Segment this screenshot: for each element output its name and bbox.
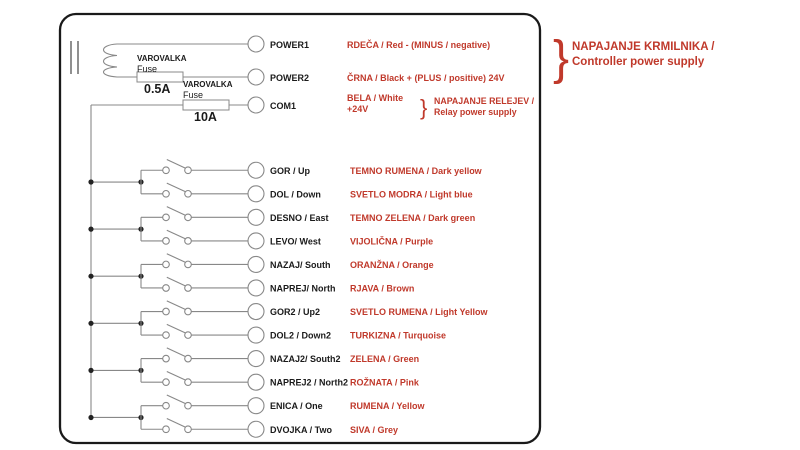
- svg-text:ENICA / One: ENICA / One: [270, 401, 323, 411]
- svg-text:NAZAJ2/ South2: NAZAJ2/ South2: [270, 354, 341, 364]
- svg-text:VIJOLIČNA / Purple: VIJOLIČNA / Purple: [350, 235, 433, 246]
- svg-text:NAPREJ2 / North2: NAPREJ2 / North2: [270, 378, 348, 388]
- svg-text:GOR2 / Up2: GOR2 / Up2: [270, 307, 320, 317]
- svg-text:DESNO / East: DESNO / East: [270, 213, 329, 223]
- svg-text:DOL2 / Down2: DOL2 / Down2: [270, 331, 331, 341]
- svg-text:DOL / Down: DOL / Down: [270, 189, 321, 199]
- svg-text:VAROVALKA: VAROVALKA: [183, 80, 233, 89]
- svg-text:POWER2: POWER2: [270, 73, 309, 83]
- svg-text:DVOJKA / Two: DVOJKA / Two: [270, 425, 333, 435]
- svg-text:ROŽNATA / Pink: ROŽNATA / Pink: [350, 377, 420, 388]
- svg-text:SVETLO RUMENA / Light Yellow: SVETLO RUMENA / Light Yellow: [350, 307, 489, 317]
- svg-text:}: }: [420, 95, 427, 120]
- svg-text:Fuse: Fuse: [137, 64, 157, 74]
- svg-text:POWER1: POWER1: [270, 40, 309, 50]
- svg-text:NAPAJANJE RELEJEV /: NAPAJANJE RELEJEV /: [434, 96, 535, 106]
- svg-text:NAPAJANJE KRMILNIKA /: NAPAJANJE KRMILNIKA /: [572, 41, 715, 53]
- svg-text:COM1: COM1: [270, 101, 296, 111]
- svg-text:0.5A: 0.5A: [144, 82, 170, 96]
- svg-text:ORANŽNA / Orange: ORANŽNA / Orange: [350, 259, 434, 270]
- svg-text:NAZAJ/ South: NAZAJ/ South: [270, 260, 331, 270]
- svg-text:10A: 10A: [194, 110, 217, 124]
- svg-text:TURKIZNA / Turquoise: TURKIZNA / Turquoise: [350, 331, 446, 341]
- svg-text:RJAVA / Brown: RJAVA / Brown: [350, 283, 414, 293]
- svg-text:Fuse: Fuse: [183, 90, 203, 100]
- svg-text:BELA / White: BELA / White: [347, 93, 403, 103]
- svg-text:GOR / Up: GOR / Up: [270, 166, 311, 176]
- svg-text:SIVA / Grey: SIVA / Grey: [350, 425, 398, 435]
- svg-text:+24V: +24V: [347, 104, 368, 114]
- svg-text:TEMNO ZELENA / Dark green: TEMNO ZELENA / Dark green: [350, 213, 475, 223]
- svg-text:ČRNA / Black + (PLUS / positi: ČRNA / Black + (PLUS / positive) 24V: [347, 72, 504, 83]
- svg-text:}: }: [553, 32, 569, 85]
- svg-text:NAPREJ/ North: NAPREJ/ North: [270, 283, 336, 293]
- svg-text:Controller power supply: Controller power supply: [572, 56, 705, 68]
- svg-text:TEMNO RUMENA / Dark yellow: TEMNO RUMENA / Dark yellow: [350, 166, 483, 176]
- svg-text:ZELENA / Green: ZELENA / Green: [350, 354, 419, 364]
- svg-text:SVETLO MODRA / Light blue: SVETLO MODRA / Light blue: [350, 189, 473, 199]
- svg-text:LEVO/ West: LEVO/ West: [270, 236, 321, 246]
- svg-text:RDEČA / Red - (MINUS / negat: RDEČA / Red - (MINUS / negative): [347, 39, 490, 50]
- svg-text:Relay power supply: Relay power supply: [434, 107, 517, 117]
- svg-text:RUMENA / Yellow: RUMENA / Yellow: [350, 401, 426, 411]
- svg-text:VAROVALKA: VAROVALKA: [137, 54, 187, 63]
